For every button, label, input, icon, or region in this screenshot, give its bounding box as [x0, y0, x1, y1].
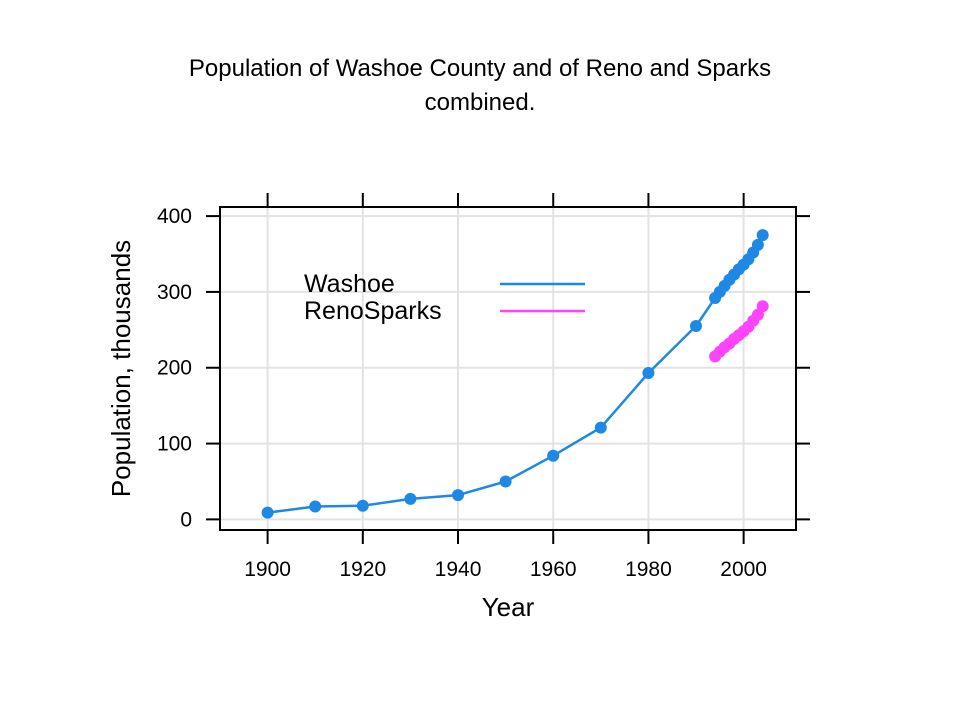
data-point-washoe-1990: [690, 320, 702, 332]
axis-ticks: [206, 193, 810, 544]
x-tick-label-2000: 2000: [720, 558, 767, 581]
legend-label-washoe: Washoe: [304, 270, 395, 298]
y-tick-label-100: 100: [157, 433, 192, 456]
axis-tick-labels: 1900 1920 1940 1960 1980 2000 0 100 200 300 400: [157, 205, 767, 581]
data-point-renosparks-2004: [756, 300, 769, 313]
data-point-washoe-1930: [404, 492, 417, 505]
y-tick-label-300: 300: [157, 281, 192, 304]
y-axis-label: Population, thousands: [106, 240, 136, 497]
data-point-washoe-1920: [356, 499, 369, 512]
data-point-washoe-1940: [452, 489, 464, 502]
x-tick-label-1920: 1920: [339, 558, 386, 581]
legend-label-renosparks: RenoSparks: [304, 297, 442, 325]
data-point-washoe-1960: [547, 449, 560, 462]
y-tick-label-400: 400: [157, 205, 192, 228]
series-renosparks: [709, 300, 769, 363]
series-group: [261, 229, 769, 519]
chart-title-line-1: Population of Washoe County and of Reno …: [188, 55, 772, 82]
y-tick-label-200: 200: [157, 357, 192, 380]
x-tick-label-1980: 1980: [625, 558, 672, 581]
data-point-washoe-2004: [756, 229, 769, 242]
x-tick-label-1900: 1900: [244, 558, 291, 581]
data-point-washoe-1980: [642, 367, 655, 379]
data-point-washoe-1900: [261, 506, 274, 519]
y-tick-label-0: 0: [180, 508, 192, 531]
data-point-washoe-1910: [309, 500, 322, 513]
series-washoe: [261, 229, 769, 519]
data-point-washoe-1970: [594, 421, 607, 434]
x-tick-label-1960: 1960: [530, 558, 577, 581]
data-point-washoe-2003: [751, 238, 764, 251]
chart-title: Population of Washoe County and of Reno …: [0, 52, 960, 120]
x-axis-label: Year: [482, 592, 535, 622]
data-point-washoe-1950: [499, 475, 512, 488]
x-tick-label-1940: 1940: [435, 558, 482, 581]
chart-title-line-2: combined.: [424, 89, 536, 116]
